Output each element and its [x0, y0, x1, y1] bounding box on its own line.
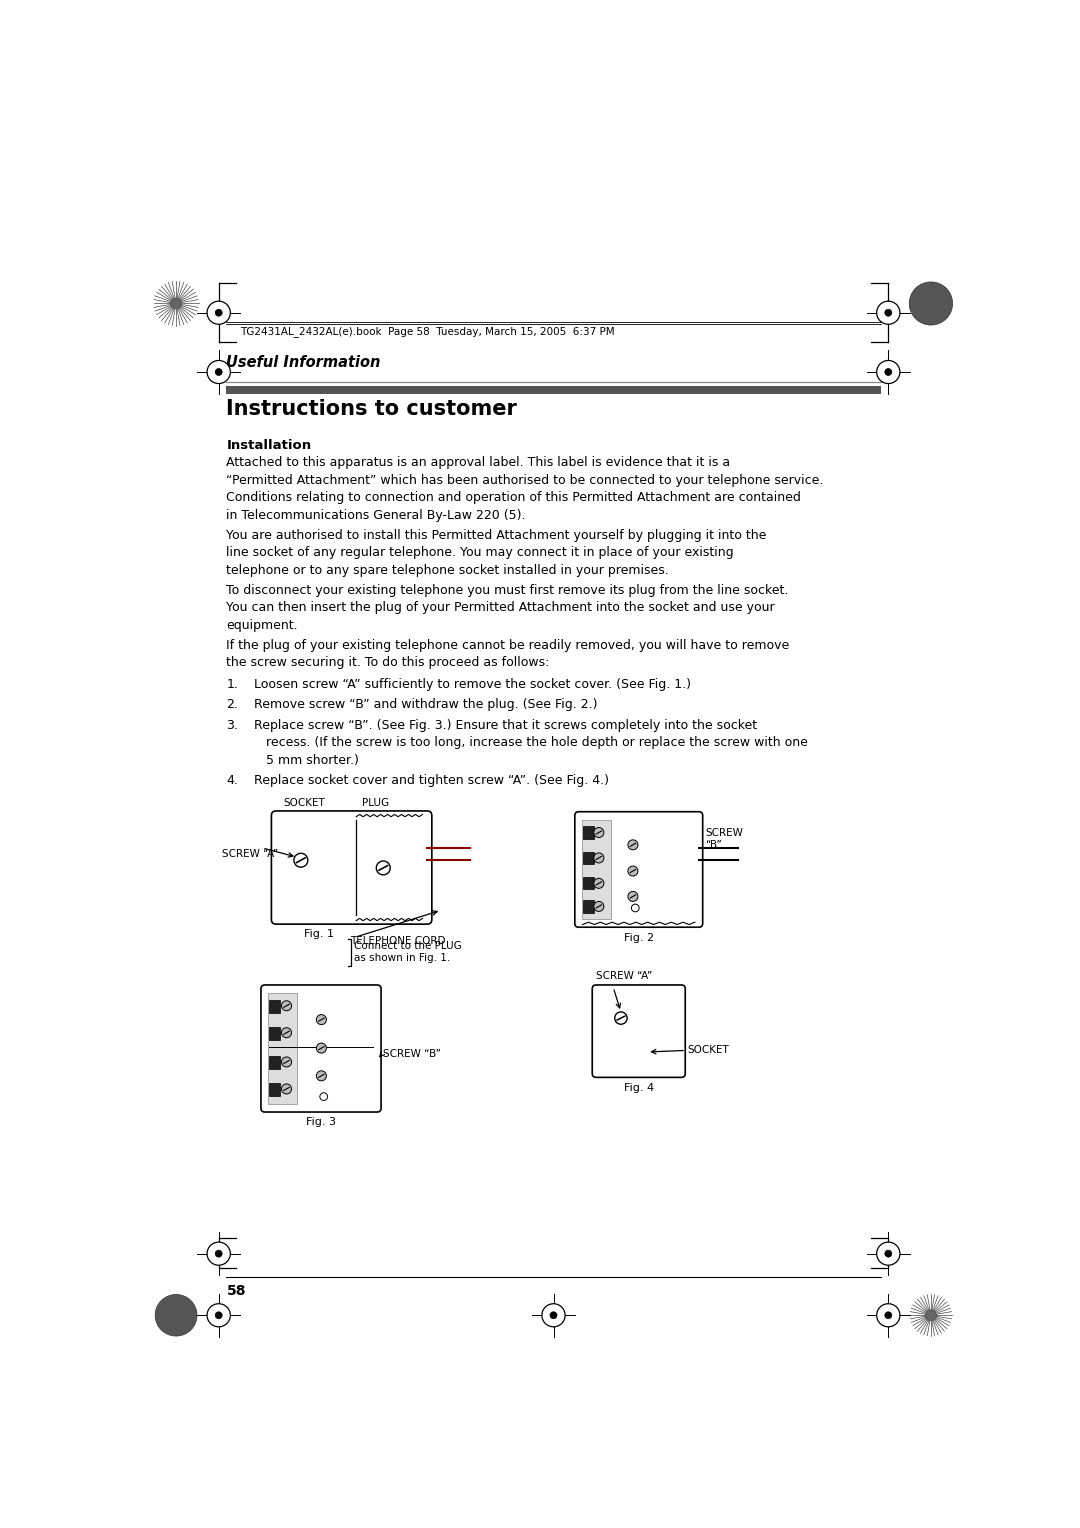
Text: If the plug of your existing telephone cannot be readily removed, you will have : If the plug of your existing telephone c…	[227, 639, 789, 669]
Circle shape	[156, 1294, 197, 1335]
Text: 4.: 4.	[227, 773, 239, 787]
Circle shape	[316, 1015, 326, 1025]
Circle shape	[294, 853, 308, 868]
Circle shape	[627, 891, 638, 902]
Circle shape	[282, 1057, 292, 1067]
Circle shape	[594, 828, 604, 837]
Text: SCREW: SCREW	[705, 828, 743, 837]
Text: 1.: 1.	[227, 678, 239, 691]
Circle shape	[207, 361, 230, 384]
Circle shape	[885, 309, 892, 316]
Circle shape	[594, 853, 604, 863]
Bar	[582, 821, 611, 918]
Circle shape	[550, 1313, 557, 1319]
Circle shape	[215, 368, 222, 376]
Circle shape	[542, 1303, 565, 1326]
Circle shape	[282, 1083, 292, 1094]
Circle shape	[320, 1093, 327, 1100]
Circle shape	[877, 301, 900, 324]
Text: Loosen screw “A” sufficiently to remove the socket cover. (See Fig. 1.): Loosen screw “A” sufficiently to remove …	[254, 678, 690, 691]
Circle shape	[215, 1313, 222, 1319]
Text: TELEPHONE CORD: TELEPHONE CORD	[350, 937, 445, 946]
Bar	[268, 993, 297, 1103]
FancyBboxPatch shape	[575, 811, 703, 927]
FancyBboxPatch shape	[261, 986, 381, 1112]
Circle shape	[594, 902, 604, 911]
Text: You are authorised to install this Permitted Attachment yourself by plugging it : You are authorised to install this Permi…	[227, 529, 767, 576]
Circle shape	[885, 1250, 892, 1258]
Text: SCREW “B”: SCREW “B”	[383, 1050, 442, 1059]
Text: SOCKET: SOCKET	[284, 798, 325, 808]
Circle shape	[877, 361, 900, 384]
Bar	[269, 999, 281, 1013]
Text: Attached to this apparatus is an approval label. This label is evidence that it : Attached to this apparatus is an approva…	[227, 457, 824, 523]
FancyBboxPatch shape	[592, 986, 685, 1077]
Text: Replace socket cover and tighten screw “A”. (See Fig. 4.): Replace socket cover and tighten screw “…	[254, 773, 608, 787]
Text: SCREW “A”: SCREW “A”	[596, 972, 652, 981]
Circle shape	[594, 879, 604, 888]
Text: Connect to the PLUG: Connect to the PLUG	[353, 941, 461, 950]
Bar	[269, 1083, 281, 1096]
Circle shape	[171, 298, 181, 309]
Bar	[582, 877, 594, 889]
Circle shape	[316, 1044, 326, 1053]
Circle shape	[215, 309, 222, 316]
Circle shape	[877, 1303, 900, 1326]
Text: 2.: 2.	[227, 698, 239, 711]
Bar	[582, 900, 594, 912]
Text: Fig. 1: Fig. 1	[303, 929, 334, 938]
Circle shape	[316, 1071, 326, 1080]
Text: Fig. 4: Fig. 4	[623, 1083, 653, 1093]
Text: 58: 58	[227, 1285, 246, 1299]
Text: PLUG: PLUG	[363, 798, 390, 808]
Text: TG2431AL_2432AL(e).book  Page 58  Tuesday, March 15, 2005  6:37 PM: TG2431AL_2432AL(e).book Page 58 Tuesday,…	[241, 327, 615, 338]
Circle shape	[207, 1242, 230, 1265]
FancyBboxPatch shape	[271, 811, 432, 924]
Bar	[269, 1027, 281, 1039]
Circle shape	[627, 840, 638, 850]
Text: 3.: 3.	[227, 718, 239, 732]
Bar	[582, 827, 594, 839]
Circle shape	[282, 1028, 292, 1038]
Bar	[582, 851, 594, 863]
Text: Useful Information: Useful Information	[227, 354, 381, 370]
Text: To disconnect your existing telephone you must first remove its plug from the li: To disconnect your existing telephone yo…	[227, 584, 788, 631]
Text: Remove screw “B” and withdraw the plug. (See Fig. 2.): Remove screw “B” and withdraw the plug. …	[254, 698, 597, 711]
Circle shape	[627, 866, 638, 876]
Bar	[269, 1056, 281, 1070]
Circle shape	[282, 1001, 292, 1010]
Circle shape	[207, 301, 230, 324]
Text: Instructions to customer: Instructions to customer	[227, 399, 517, 419]
Text: Replace screw “B”. (See Fig. 3.) Ensure that it screws completely into the socke: Replace screw “B”. (See Fig. 3.) Ensure …	[254, 718, 808, 767]
Text: Fig. 2: Fig. 2	[623, 932, 653, 943]
Circle shape	[885, 368, 892, 376]
Circle shape	[207, 1303, 230, 1326]
Circle shape	[885, 1313, 892, 1319]
Circle shape	[877, 1242, 900, 1265]
Circle shape	[632, 905, 639, 912]
Text: SOCKET: SOCKET	[688, 1045, 729, 1056]
Circle shape	[909, 283, 953, 325]
Circle shape	[376, 860, 390, 876]
Text: Installation: Installation	[227, 440, 311, 452]
Circle shape	[926, 1309, 936, 1320]
Circle shape	[615, 1012, 627, 1024]
Text: “B”: “B”	[705, 840, 721, 850]
Text: Fig. 3: Fig. 3	[306, 1117, 336, 1128]
Text: as shown in Fig. 1.: as shown in Fig. 1.	[353, 953, 449, 963]
Circle shape	[215, 1250, 222, 1258]
Bar	[227, 387, 880, 394]
Text: SCREW “A”: SCREW “A”	[221, 850, 278, 859]
